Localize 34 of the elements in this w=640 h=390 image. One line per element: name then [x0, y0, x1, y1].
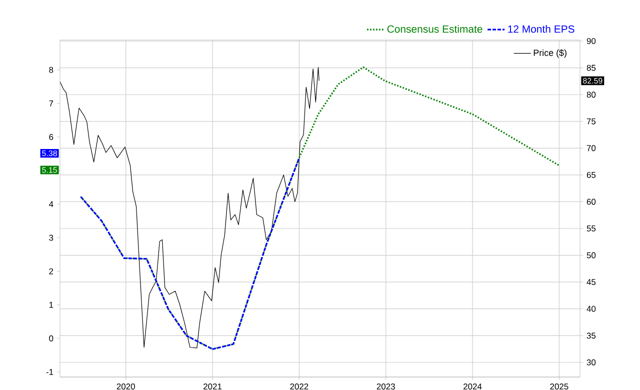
y2-tick-label: 35: [586, 332, 596, 339]
y-tick-label: 8: [49, 66, 54, 73]
y2-tick-label: 30: [586, 359, 596, 366]
y-tick-label: 7: [49, 100, 54, 106]
y-tick-label: 2: [49, 268, 54, 274]
y2-tick-label: 70: [586, 145, 596, 152]
y2-tick-label: 80: [586, 92, 596, 98]
x-tick-label: 2020: [116, 384, 135, 390]
y2-tick-label: 45: [586, 279, 596, 285]
y2-tick-label: 60: [586, 198, 596, 205]
x-tick-label: 2022: [290, 384, 308, 390]
y2-tick-label: 85: [586, 64, 596, 71]
y2-tick-label: 75: [586, 118, 596, 124]
y-tick-label: 0: [49, 335, 54, 342]
legend-label: 12 Month EPS: [508, 25, 574, 33]
y-tick-label: 1: [49, 302, 54, 308]
legend-label: Consensus Estimate: [387, 25, 482, 33]
line-series: [80, 157, 300, 350]
y2-tick-label: 55: [586, 226, 596, 232]
y2-tick-label: 50: [586, 252, 596, 258]
y2-tick-label: 90: [586, 38, 596, 44]
line-series: [80, 66, 560, 350]
y2-tick-label: 40: [586, 306, 596, 312]
y2-tick-label: 65: [586, 172, 596, 178]
x-tick-label: 2023: [376, 384, 395, 390]
x-tick-label: 2024: [464, 384, 482, 390]
y-tick-label: 6: [49, 134, 54, 140]
x-tick-label: 2025: [550, 384, 568, 390]
y-tick-label: 4: [48, 201, 54, 208]
x-tick-label: 2021: [204, 384, 222, 390]
y-tick-label: -1: [46, 369, 54, 375]
line-series: [60, 67, 320, 348]
legend-label: Price ($): [534, 49, 566, 58]
y-tick-label: 3: [49, 234, 54, 241]
